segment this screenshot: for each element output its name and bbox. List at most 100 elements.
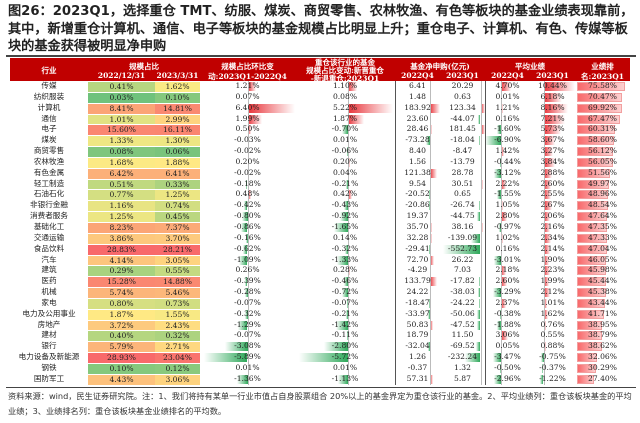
table-cell: 3.86% xyxy=(88,232,155,244)
negative-data-bar xyxy=(426,136,431,146)
industry-name: 国防军工 xyxy=(10,374,88,385)
bar-axis xyxy=(480,276,482,288)
industry-name: 银行 xyxy=(10,341,88,352)
rank-data-bar xyxy=(577,147,613,157)
negative-data-bar xyxy=(541,353,544,363)
bar-axis xyxy=(247,102,249,114)
bar-axis xyxy=(543,254,545,266)
negative-data-bar xyxy=(241,212,248,222)
cell-value: -1.33% xyxy=(331,254,359,264)
bar-axis xyxy=(543,146,545,157)
table-row: 商贸零售 0.08% 0.06% -0.02% -0.06% 8.40 -8.47 1.42%… xyxy=(10,146,630,157)
table-cell: 0.20% xyxy=(295,156,395,168)
table-cell: 50.83 xyxy=(395,319,440,331)
bar-axis xyxy=(430,330,432,342)
table-cell: 38.79% xyxy=(575,330,630,341)
positive-data-bar xyxy=(543,92,563,102)
table-cell: -32.04 xyxy=(395,341,440,353)
bar-axis xyxy=(430,102,432,114)
table-cell: 0.01% xyxy=(200,362,295,374)
table-cell: 19.37 xyxy=(395,211,440,222)
positive-data-bar xyxy=(543,233,551,243)
positive-data-bar xyxy=(543,222,550,232)
cell-value: 47.64% xyxy=(588,211,617,221)
rank-data-bar xyxy=(577,190,609,200)
cell-value: 2.16% xyxy=(540,221,565,231)
cell-value: 1.87% xyxy=(109,309,134,319)
rank-data-bar xyxy=(577,255,607,265)
bar-axis xyxy=(480,211,482,222)
industry-name: 电力设备及新能源 xyxy=(10,352,88,363)
table-cell: 0.26% xyxy=(200,265,295,277)
bar-axis xyxy=(543,81,545,92)
bar-axis xyxy=(247,287,249,298)
negative-data-bar xyxy=(242,244,248,254)
table-row: 消费者服务 1.25% 0.45% -0.80% -0.92% 19.37 -44.75 2.… xyxy=(10,211,630,222)
bar-axis xyxy=(500,297,502,309)
bar-axis xyxy=(480,200,482,212)
bar-axis xyxy=(500,276,502,288)
table-cell: -0.86% xyxy=(200,221,295,233)
positive-data-bar xyxy=(543,179,552,189)
cell-value: -0.07% xyxy=(331,297,359,307)
cell-value: 1.26 xyxy=(409,352,426,362)
column-divider xyxy=(395,254,396,266)
column-divider xyxy=(485,146,486,157)
cell-value: 49.97% xyxy=(588,178,617,188)
bar-axis xyxy=(348,254,349,266)
table-cell: 41.71% xyxy=(575,309,630,320)
table-row: 传媒 0.41% 1.62% 1.21% 1.10% 6.41 20.29 4.70% 10.4… xyxy=(10,81,630,92)
bar-axis xyxy=(480,243,482,255)
bar-axis xyxy=(500,287,502,298)
header-perf-q1: 2023Q1 xyxy=(536,71,569,80)
negative-data-bar xyxy=(499,157,501,167)
bar-axis xyxy=(543,156,545,168)
industry-name: 房地产 xyxy=(10,320,88,331)
cell-value: 28.46 xyxy=(406,124,429,134)
bar-axis xyxy=(500,362,502,374)
cell-value: 48.54% xyxy=(588,200,617,210)
table-row: 银行 5.79% 2.71% -3.08% -2.80% -32.04 -69.52 0.05… xyxy=(10,341,630,353)
negative-data-bar xyxy=(237,374,248,384)
cell-value: 48.96% xyxy=(588,189,617,199)
table-cell: -1.33% xyxy=(295,254,395,266)
cell-value: 0.08% xyxy=(109,147,134,157)
negative-data-bar xyxy=(477,114,481,124)
cell-value: 1.33% xyxy=(109,136,134,146)
cell-value: 0.10% xyxy=(165,92,190,102)
positive-data-bar xyxy=(430,374,434,384)
table-cell: 8.23% xyxy=(88,221,155,233)
column-divider xyxy=(395,362,396,374)
rank-data-bar xyxy=(577,320,602,330)
industry-name: 通信 xyxy=(10,114,88,125)
negative-data-bar xyxy=(497,125,501,135)
cell-value: 3.70% xyxy=(165,233,190,243)
column-divider xyxy=(395,232,396,244)
cell-value: 57.31 xyxy=(406,373,429,383)
table-row: 房地产 3.72% 2.43% -1.29% -1.42% 50.83 -47.52 -1.8… xyxy=(10,319,630,331)
table-cell: -44.07 xyxy=(440,113,485,125)
cell-value: 0.77% xyxy=(109,190,134,200)
cell-value: 2.18% xyxy=(495,265,520,275)
table-cell: 56.12% xyxy=(575,146,630,157)
cell-value: 5.73% xyxy=(540,124,565,134)
bar-axis xyxy=(247,156,249,168)
positive-data-bar xyxy=(543,82,575,91)
rank-data-bar xyxy=(577,222,608,232)
cell-value: 30.29% xyxy=(588,362,617,372)
bar-axis xyxy=(430,276,432,288)
cell-value: -33.97 xyxy=(405,308,430,318)
table-cell: 0.28% xyxy=(295,265,395,277)
table-row: 基础化工 8.23% 7.37% -0.86% -1.65% 35.70 38.16 -0.9… xyxy=(10,221,630,233)
table-cell: -1.65% xyxy=(295,221,395,233)
cell-value: 56.05% xyxy=(588,156,617,166)
bar-axis xyxy=(348,178,349,190)
table-cell: 6.42% xyxy=(88,167,155,179)
bar-axis xyxy=(348,373,349,385)
bar-axis xyxy=(500,254,502,266)
bar-axis xyxy=(348,113,349,125)
table-cell: 2.12% xyxy=(530,287,575,298)
table-cell: -8.47 xyxy=(440,146,485,157)
bar-axis xyxy=(430,178,432,190)
table-cell: 2.55% xyxy=(530,189,575,201)
